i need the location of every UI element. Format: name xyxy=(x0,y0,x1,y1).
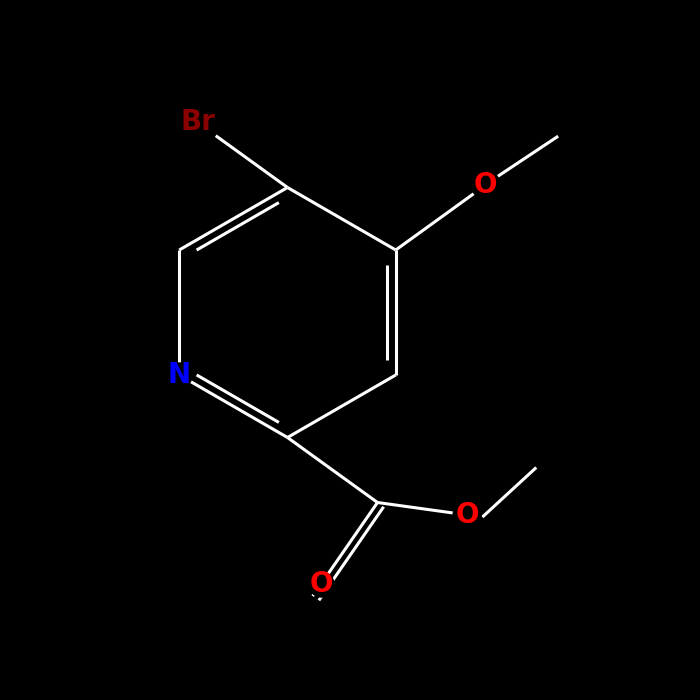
Text: O: O xyxy=(309,570,333,598)
Text: O: O xyxy=(456,501,480,529)
Text: N: N xyxy=(168,361,191,389)
Text: O: O xyxy=(474,171,498,199)
Text: Br: Br xyxy=(180,108,215,136)
